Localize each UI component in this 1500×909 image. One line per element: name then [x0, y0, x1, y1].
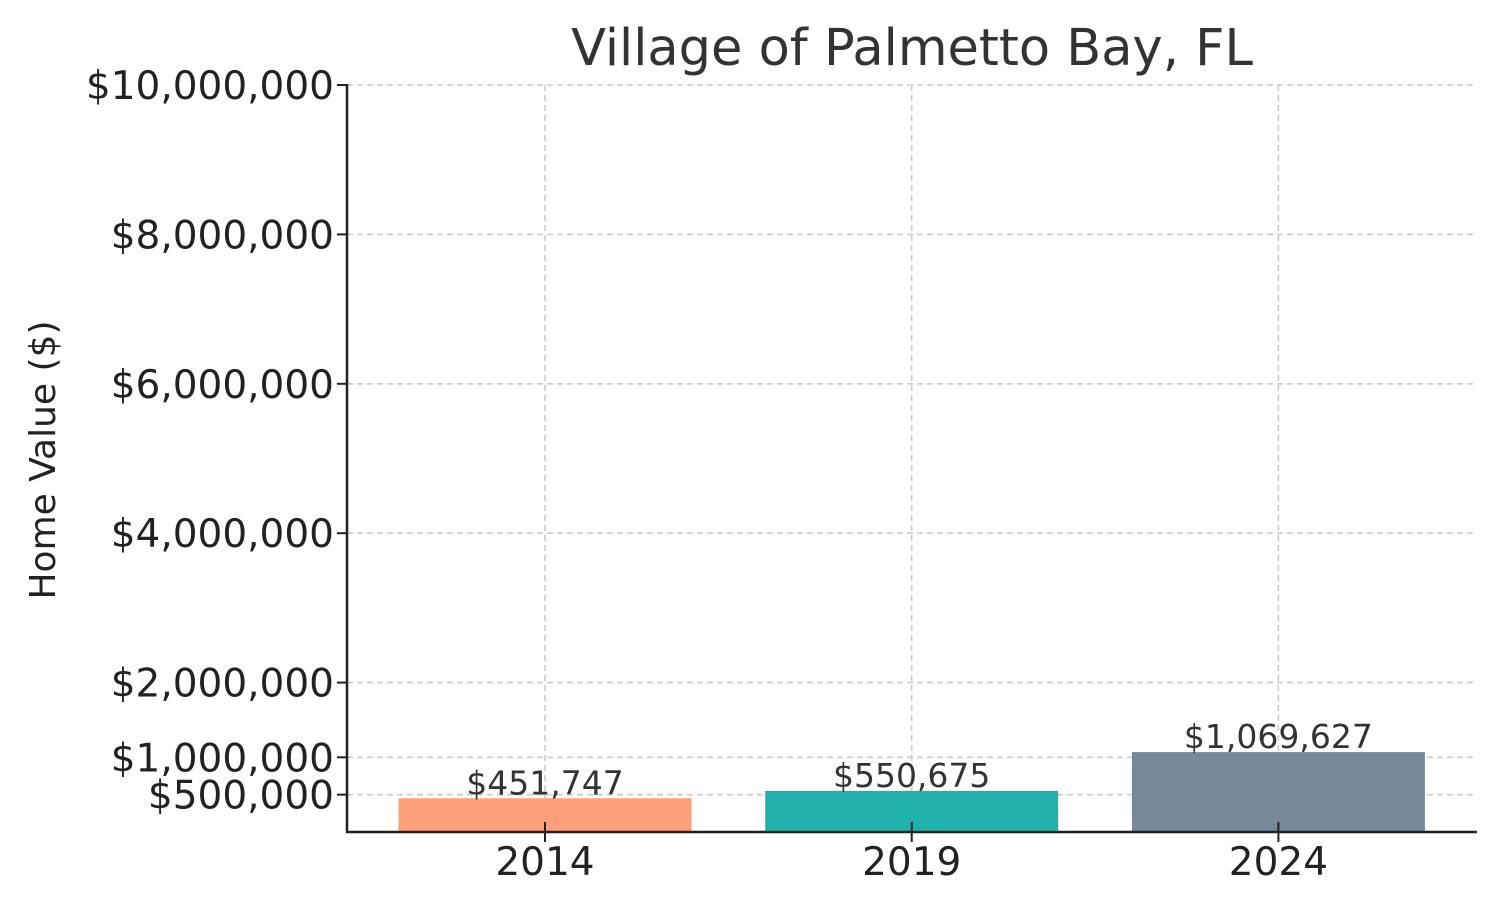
y-tick-label: $10,000,000 [86, 64, 334, 109]
y-tick-label: $8,000,000 [111, 213, 334, 258]
bar-value-label: $451,747 [466, 763, 623, 802]
bar-value-label: $550,675 [833, 756, 990, 795]
x-tick-label: 2019 [862, 840, 961, 885]
bar-value-label: $1,069,627 [1184, 717, 1373, 756]
bar-value-labels: $451,747 $550,675 $1,069,627 [466, 717, 1373, 802]
y-axis-title: Home Value ($) [23, 320, 64, 599]
chart-title: Village of Palmetto Bay, FL [571, 19, 1253, 78]
y-tick-label: $4,000,000 [111, 512, 334, 557]
ticks: $500,000$1,000,000 $2,000,000 $4,000,000 $6… [86, 64, 1328, 885]
bar-2024 [1131, 752, 1425, 832]
y-tick-label: $1,000,000 [111, 736, 334, 781]
x-tick-label: 2014 [495, 840, 594, 885]
y-tick-label: $500,000 [148, 774, 334, 819]
y-tick-label: $2,000,000 [111, 662, 334, 707]
x-tick-label: 2024 [1229, 840, 1328, 885]
y-tick-label: $6,000,000 [111, 363, 334, 408]
